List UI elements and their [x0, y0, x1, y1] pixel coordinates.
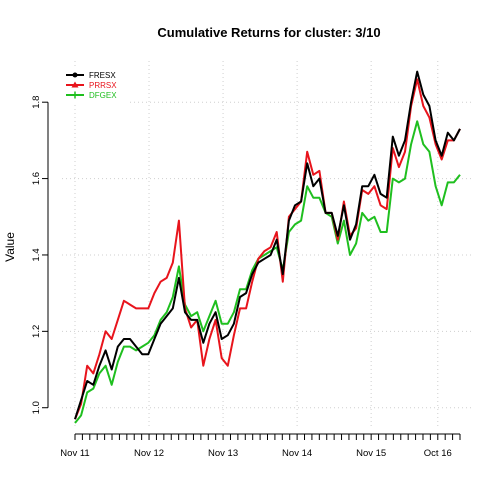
legend-label-dfgex: DFGEX	[89, 91, 117, 100]
legend-label-prrsx: PRRSX	[89, 81, 117, 90]
x-axis: Nov 11 Nov 12 Nov 13 Nov 14 Nov 15 Oct 16	[60, 433, 461, 459]
y-tick-label: 1.4	[31, 248, 42, 261]
legend-marker-triangle	[71, 81, 79, 88]
series-line-fresx	[74, 70, 461, 420]
grid	[62, 61, 473, 428]
y-tick-label: 1.6	[31, 172, 42, 185]
x-tick-label: Nov 14	[282, 448, 312, 459]
legend-marker-circle	[72, 72, 78, 78]
y-tick-label: 1.8	[31, 96, 42, 109]
y-tick-label: 1.2	[31, 325, 42, 338]
series-group	[74, 70, 461, 424]
plot-area	[62, 61, 473, 428]
series-line-prrsx	[74, 78, 461, 420]
x-tick-label: Nov 11	[60, 448, 89, 459]
x-tick-label: Nov 15	[356, 448, 386, 459]
x-tick-label: Nov 13	[208, 448, 238, 459]
chart-title: Cumulative Returns for cluster: 3/10	[157, 25, 380, 40]
y-axis-label: Value	[3, 232, 17, 262]
x-tick-label: Oct 16	[424, 448, 452, 459]
legend-label-fresx: FRESX	[89, 71, 116, 80]
x-tick-label: Nov 12	[134, 448, 164, 459]
y-tick-label: 1.0	[31, 401, 42, 414]
y-axis: 1.0 1.2 1.4 1.6 1.8	[31, 96, 49, 414]
series-line-dfgex	[74, 120, 461, 424]
